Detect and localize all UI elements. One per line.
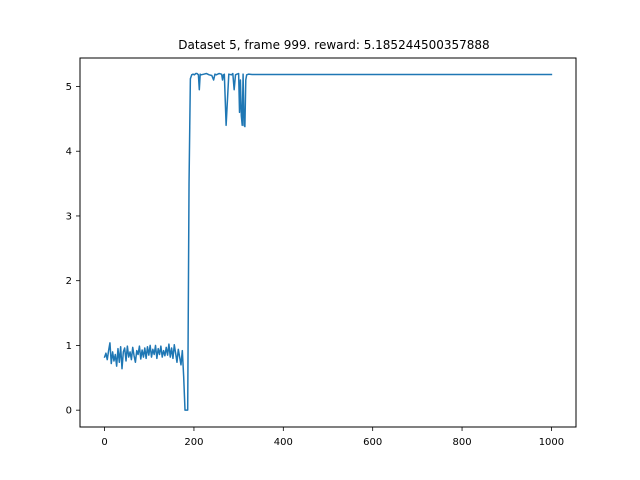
- x-axis: 0 200 400 600 800 1000: [101, 427, 564, 448]
- x-tick-label: 600: [363, 437, 382, 448]
- y-tick-label: 1: [66, 341, 72, 352]
- y-tick-label: 5: [66, 82, 72, 93]
- axes-frame: [79, 57, 577, 428]
- y-axis: 0 1 2 3 4 5: [66, 82, 80, 417]
- x-tick-label: 0: [101, 437, 107, 448]
- x-tick-label: 1000: [539, 437, 564, 448]
- y-tick-label: 3: [66, 211, 72, 222]
- y-tick-label: 2: [66, 276, 72, 287]
- series-line-reward: [103, 72, 553, 411]
- y-tick-label: 0: [66, 406, 72, 417]
- x-tick-label: 800: [453, 437, 472, 448]
- plot-area: [103, 72, 553, 411]
- x-tick-label: 400: [274, 437, 293, 448]
- y-tick-label: 4: [66, 147, 72, 158]
- chart-title: Dataset 5, frame 999. reward: 5.18524450…: [178, 38, 489, 52]
- x-tick-label: 200: [184, 437, 203, 448]
